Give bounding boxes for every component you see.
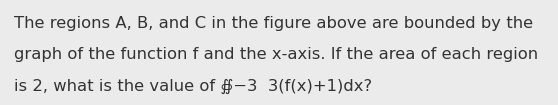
Text: The regions A, B, and C in the figure above are bounded by the: The regions A, B, and C in the figure ab… [14, 16, 533, 31]
Text: is 2, what is the value of ∯−3  3(f(x)+1)dx?: is 2, what is the value of ∯−3 3(f(x)+1)… [14, 79, 372, 94]
Text: graph of the function f and the x-axis. If the area of each region: graph of the function f and the x-axis. … [14, 47, 538, 62]
